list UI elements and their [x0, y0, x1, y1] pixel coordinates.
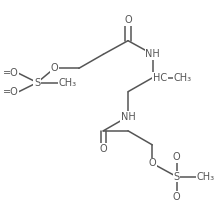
- Text: CH₃: CH₃: [197, 172, 215, 182]
- Text: NH: NH: [145, 49, 160, 59]
- Text: O: O: [51, 63, 58, 73]
- Text: S: S: [174, 172, 180, 182]
- Text: O: O: [173, 152, 181, 162]
- Text: O: O: [99, 144, 107, 154]
- Text: CH₃: CH₃: [58, 77, 77, 88]
- Text: =O: =O: [3, 68, 19, 78]
- Text: O: O: [173, 192, 181, 202]
- Text: O: O: [124, 15, 132, 25]
- Text: =O: =O: [3, 87, 19, 97]
- Text: NH: NH: [121, 111, 135, 122]
- Text: CH₃: CH₃: [174, 73, 192, 83]
- Text: O: O: [148, 158, 156, 168]
- Text: S: S: [34, 77, 40, 88]
- Text: HC: HC: [153, 73, 167, 83]
